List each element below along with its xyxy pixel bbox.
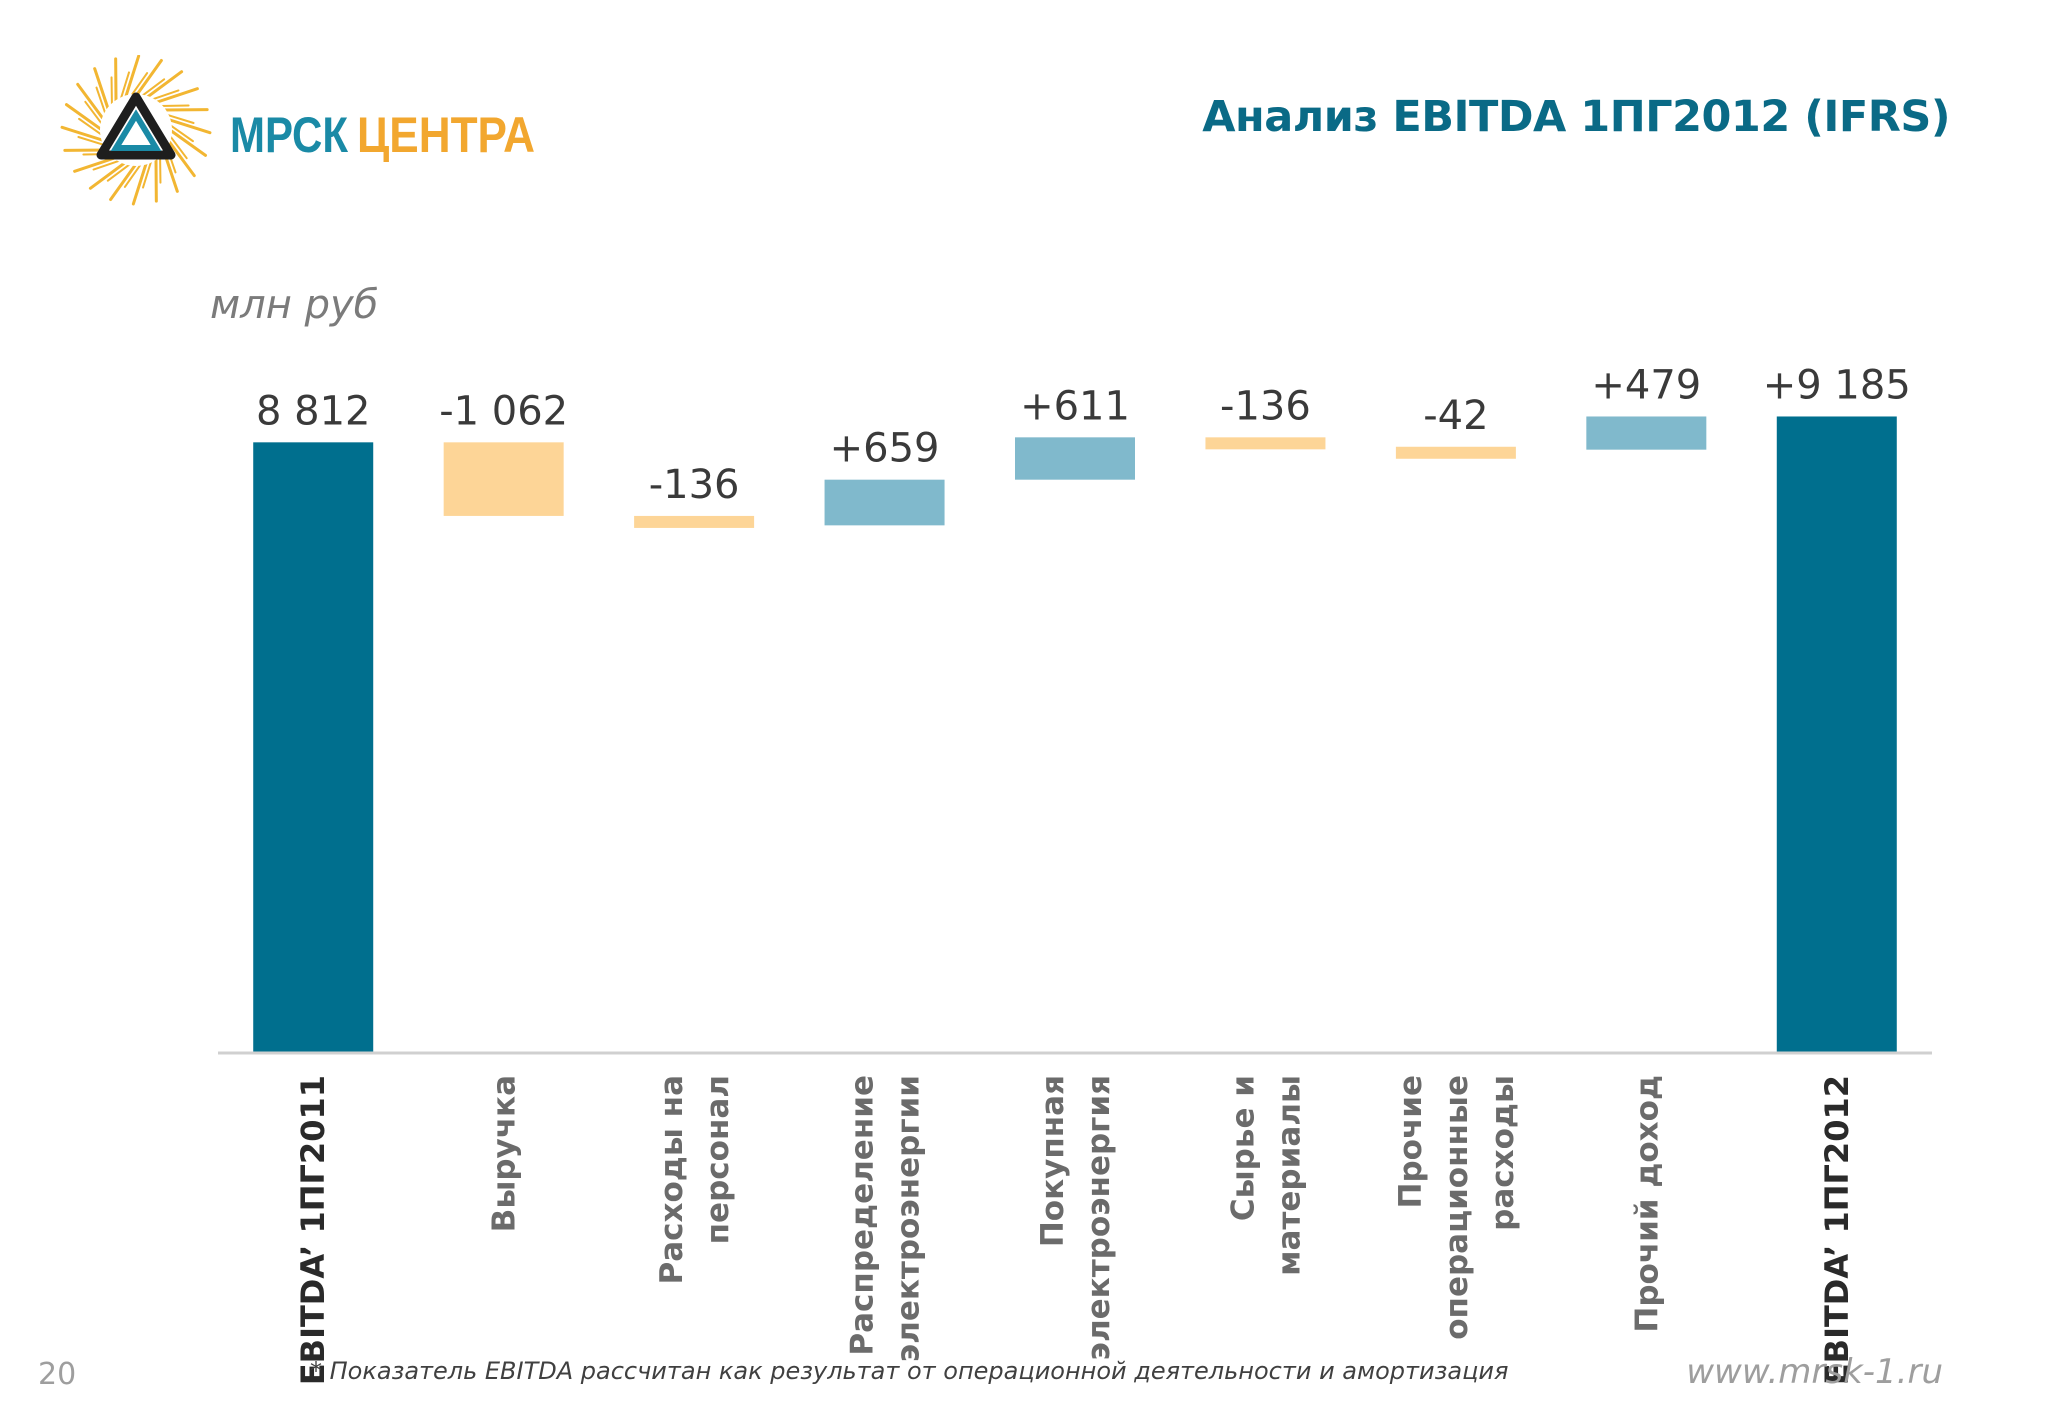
category-label: Распределение электроэнергии bbox=[845, 1075, 927, 1362]
category-label: Покупная электроэнергия bbox=[1035, 1075, 1117, 1360]
category-label-line: EBITDA’ 1ПГ2012 bbox=[1818, 1075, 1856, 1385]
bar-decrease bbox=[443, 442, 564, 516]
data-label: -42 bbox=[1423, 393, 1488, 439]
sun-ray bbox=[168, 123, 194, 143]
category-label: EBITDA’ 1ПГ2012 bbox=[1818, 1075, 1856, 1385]
sun-ray bbox=[84, 100, 104, 126]
footnote: * Показатель EBITDA рассчитан как резуль… bbox=[310, 1357, 1509, 1385]
sun-ray bbox=[92, 159, 122, 171]
data-label: -1 062 bbox=[439, 388, 568, 434]
category-label-line: Распределение bbox=[845, 1075, 881, 1356]
data-label: +611 bbox=[1020, 383, 1130, 429]
bar-increase bbox=[1015, 437, 1135, 480]
sun-ray bbox=[76, 82, 106, 121]
bar-decrease bbox=[1395, 446, 1516, 459]
triangle-emblem-icon bbox=[96, 92, 176, 160]
slide-title: Анализ EBITDA 1ПГ2012 (IFRS) bbox=[1202, 92, 1950, 142]
category-label-line: Прочий доход bbox=[1629, 1075, 1665, 1333]
sun-ray bbox=[109, 162, 138, 202]
bar-increase bbox=[824, 479, 945, 526]
sun-ray bbox=[154, 87, 199, 104]
logo-text-centra: ЦЕНТРА bbox=[357, 107, 535, 163]
data-label: +479 bbox=[1591, 362, 1701, 408]
category-label-line: EBITDA’ 1ПГ2011 bbox=[294, 1075, 332, 1385]
category-label-line: материалы bbox=[1271, 1075, 1307, 1276]
category-label-line: Расходы на bbox=[654, 1075, 690, 1285]
sun-ray bbox=[78, 117, 104, 137]
category-label-line: операционные bbox=[1439, 1075, 1475, 1340]
website-link[interactable]: www.mrsk-1.ru bbox=[1686, 1352, 1943, 1392]
data-label: 8 812 bbox=[256, 388, 371, 434]
sun-ray bbox=[123, 55, 141, 100]
bar-total bbox=[253, 442, 374, 1054]
company-logo: МРСК ЦЕНТРА bbox=[60, 55, 535, 206]
category-label-line: Прочие bbox=[1393, 1075, 1429, 1208]
sun-ray bbox=[60, 125, 106, 143]
category-label: Прочий доход bbox=[1629, 1075, 1665, 1333]
bar-total bbox=[1776, 416, 1897, 1053]
sun-ray bbox=[142, 159, 153, 189]
sun-ray bbox=[129, 72, 149, 98]
bar-decrease bbox=[1205, 437, 1326, 450]
sun-ray bbox=[166, 139, 196, 178]
sun-ray bbox=[131, 160, 149, 206]
category-label: Прочие операционные расходы bbox=[1393, 1075, 1521, 1340]
sun-ray bbox=[88, 160, 127, 190]
category-label-line: расходы bbox=[1485, 1075, 1521, 1231]
sun-ray bbox=[95, 86, 107, 116]
category-label: EBITDA’ 1ПГ2011 bbox=[294, 1075, 332, 1385]
sun-ray bbox=[168, 128, 208, 157]
data-label: +9 185 bbox=[1763, 362, 1911, 408]
data-label: -136 bbox=[1220, 383, 1311, 429]
sun-ray bbox=[134, 58, 163, 98]
sun-ray bbox=[140, 78, 166, 98]
unit-label: млн руб bbox=[210, 282, 379, 328]
category-label-line: Сырье и bbox=[1225, 1075, 1261, 1221]
sun-ray bbox=[165, 113, 195, 124]
sun-ray bbox=[123, 162, 143, 188]
sun-ray bbox=[145, 70, 184, 100]
logo-text-mrsk: МРСК bbox=[230, 107, 348, 163]
sun-ray bbox=[64, 103, 104, 132]
category-label-line: электроэнергия bbox=[1081, 1075, 1117, 1360]
category-label-line: персонал bbox=[700, 1075, 736, 1244]
sun-ray bbox=[73, 156, 118, 173]
data-label: -136 bbox=[649, 462, 740, 508]
category-label: Расходы на персонал bbox=[654, 1075, 736, 1285]
sun-ray bbox=[119, 71, 130, 101]
sun-ray bbox=[77, 136, 107, 147]
category-label-line: Покупная bbox=[1035, 1075, 1071, 1247]
sun-ray bbox=[93, 67, 110, 112]
category-label-line: электроэнергии bbox=[891, 1075, 927, 1362]
bar-increase bbox=[1586, 416, 1707, 450]
category-label: Выручка bbox=[487, 1075, 523, 1232]
page-number: 20 bbox=[38, 1357, 77, 1392]
category-label-line: Выручка bbox=[487, 1075, 523, 1232]
sun-ray bbox=[150, 89, 180, 101]
sun-ray bbox=[106, 162, 132, 182]
data-label: +659 bbox=[830, 426, 940, 472]
category-label: Сырье и материалы bbox=[1225, 1075, 1307, 1276]
sun-ray bbox=[166, 117, 212, 135]
bar-decrease bbox=[634, 515, 755, 528]
sun-ray bbox=[168, 134, 188, 160]
